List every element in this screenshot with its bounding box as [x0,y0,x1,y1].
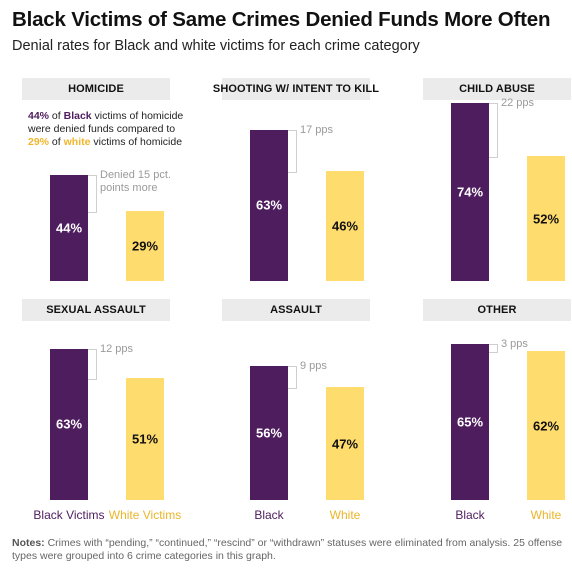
diff-bracket-homicide [88,175,97,214]
diff-label-assault: 9 pps [300,359,327,372]
bar-homicide-white [126,211,164,281]
value-label-other-black: 65% [456,414,484,430]
diff-label-shooting-w-intent-to-kill: 17 pps [300,123,334,136]
diff-label-sexual-assault: 12 pps [100,342,134,355]
value-label-child-abuse-white: 52% [532,211,560,227]
notes-label: Notes: [12,537,45,549]
diff-label-child-abuse: 22 pps [501,97,535,110]
bar-child-abuse-white [527,156,565,281]
annotation-white-word: white [63,136,91,148]
value-label-shooting-w-intent-to-kill-black: 63% [255,197,283,213]
annotation-white-pct: 29% [28,136,50,148]
chart-title: Black Victims of Same Crimes Denied Fund… [12,8,551,31]
notes-text: Crimes with “pending,” “continued,” “res… [12,537,563,562]
bar-homicide-black [50,175,88,281]
diff-bracket-sexual-assault [88,348,97,380]
diff-label-other: 3 pps [501,338,528,350]
notes: Notes: Crimes with “pending,” “continued… [12,537,564,563]
annotation-black-word: Black [63,110,92,122]
bar-shooting-w-intent-to-kill-black [250,129,288,281]
diff-bracket-other [489,344,498,354]
bar-assault-black [250,365,288,500]
value-label-shooting-w-intent-to-kill-white: 46% [331,218,359,234]
bar-other-white [527,351,565,500]
chart-subtitle: Denial rates for Black and white victims… [12,38,420,54]
category-label-other-black: Black [455,508,485,522]
panel-title-sexual-assault: SEXUAL ASSAULT [22,299,170,321]
panel-title-assault: ASSAULT [222,299,370,321]
bar-assault-white [326,387,364,500]
category-label-sexual-assault-black: Black Victims [33,508,105,522]
value-label-homicide-white: 29% [131,238,159,254]
value-label-sexual-assault-white: 51% [131,431,159,447]
category-label-other-white: White [530,508,562,522]
annotation-text-2: victims of homicide were denied funds co… [28,110,184,135]
diff-bracket-shooting-w-intent-to-kill [288,129,297,173]
panel-title-shooting-w-intent-to-kill: SHOOTING W/ INTENT TO KILL [213,78,379,100]
panel-title-homicide: HOMICIDE [22,78,170,100]
annotation-text-1: of [49,110,64,122]
value-label-sexual-assault-black: 63% [55,416,83,432]
annotation-text-4: victims of homicide [90,136,183,148]
annotation-text-3: of [49,136,64,148]
value-label-assault-black: 56% [255,425,283,441]
diff-label-homicide: Denied 15 pct. points more [100,169,171,195]
value-label-child-abuse-black: 74% [456,184,484,200]
category-label-sexual-assault-white: White Victims [108,508,182,522]
homicide-annotation: 44% of Black victims of homicide were de… [28,110,188,149]
category-label-assault-white: White [329,508,361,522]
value-label-assault-white: 47% [331,436,359,452]
value-label-homicide-black: 44% [55,220,83,236]
diff-bracket-assault [288,365,297,390]
category-label-assault-black: Black [254,508,284,522]
annotation-black-pct: 44% [28,110,50,122]
panel-title-other: OTHER [423,299,571,321]
diff-bracket-child-abuse [489,103,498,159]
bar-child-abuse-black [451,103,489,281]
bar-other-black [451,344,489,500]
bar-sexual-assault-white [126,377,164,500]
bar-shooting-w-intent-to-kill-white [326,170,364,281]
value-label-other-white: 62% [532,418,560,434]
panel-title-child-abuse: CHILD ABUSE [423,78,571,100]
bar-sexual-assault-black [50,348,88,500]
